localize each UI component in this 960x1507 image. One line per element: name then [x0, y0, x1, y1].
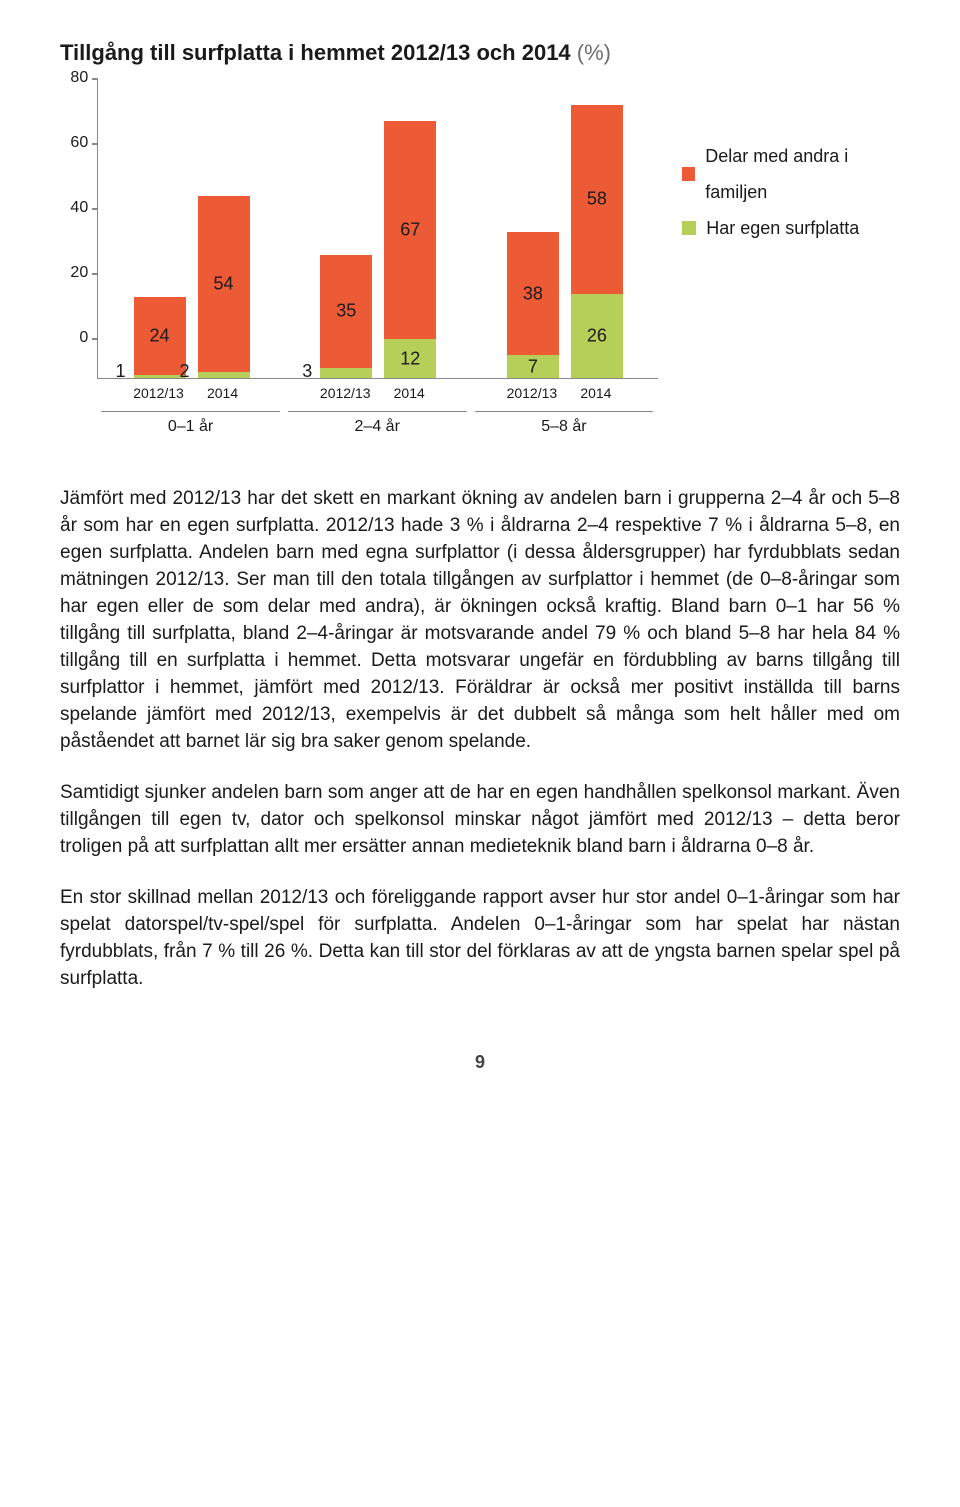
bar: 12 67 — [384, 121, 436, 378]
x-year-label: 2012/13 — [319, 385, 371, 401]
chart: 020406080 12425433512677382658 2012/1320… — [60, 78, 900, 436]
bar-segment-shared: 24 — [134, 297, 186, 375]
paragraph: Samtidigt sjunker andelen barn som anger… — [60, 780, 900, 861]
bar-value-label: 26 — [587, 325, 607, 346]
chart-legend: Delar med andra i familjenHar egen surfp… — [682, 138, 900, 246]
paragraph: Jämfört med 2012/13 har det skett en mar… — [60, 486, 900, 756]
bar-value-label: 3 — [302, 361, 312, 382]
bar-group: 335 12 67 — [285, 121, 472, 378]
x-group-row: 2012/13 2014 — [97, 379, 284, 401]
bar-stack: 26 58 — [571, 105, 623, 378]
bar-segment-own: 12 — [384, 339, 436, 378]
x-group-row: 2012/13 2014 — [471, 379, 658, 401]
y-tick-label: 0 — [79, 329, 88, 347]
x-group-label: 5–8 år — [475, 411, 654, 436]
bar-value-label: 7 — [528, 356, 538, 377]
bar-segment-own — [320, 368, 372, 378]
bar-segment-own — [134, 375, 186, 378]
bar-segment-shared: 54 — [198, 196, 250, 372]
y-tick-label: 80 — [70, 69, 88, 87]
bar-value-label: 2 — [180, 361, 190, 382]
page-number: 9 — [60, 1052, 900, 1073]
bar-segment-own: 26 — [571, 294, 623, 379]
bar-value-label: 24 — [150, 325, 170, 346]
bar-segment-shared: 58 — [571, 105, 623, 294]
legend-label: Delar med andra i familjen — [705, 138, 900, 210]
bar-value-label: 35 — [336, 301, 356, 322]
paragraph: En stor skillnad mellan 2012/13 och före… — [60, 885, 900, 993]
bar-value-label: 54 — [214, 273, 234, 294]
bar-stack: 12 67 — [384, 121, 436, 378]
chart-title-sub: (%) — [571, 40, 611, 65]
bar: 124 — [134, 297, 186, 378]
bar-value-label: 58 — [587, 189, 607, 210]
bar-segment-own: 7 — [507, 355, 559, 378]
bar-segment-shared: 38 — [507, 232, 559, 356]
legend-item: Har egen surfplatta — [682, 210, 900, 246]
bar-value-label: 67 — [400, 220, 420, 241]
bar-group: 7 38 26 58 — [472, 105, 659, 378]
y-axis: 020406080 — [58, 78, 94, 338]
bar-stack: 7 38 — [507, 232, 559, 378]
y-tick-label: 40 — [70, 199, 88, 217]
bar-value-label: 1 — [116, 361, 126, 382]
y-tick-mark — [92, 78, 98, 80]
bar-stack: 124 — [134, 297, 186, 378]
chart-plot: 020406080 12425433512677382658 — [97, 78, 658, 379]
chart-title: Tillgång till surfplatta i hemmet 2012/1… — [60, 40, 900, 66]
x-group-label: 0–1 år — [101, 411, 280, 436]
x-axis-group-labels: 0–1 år 2–4 år 5–8 år — [97, 401, 657, 436]
bar-segment-own — [198, 372, 250, 379]
bar: 254 — [198, 196, 250, 378]
x-year-label: 2014 — [570, 385, 622, 401]
bar: 26 58 — [571, 105, 623, 378]
chart-bars: 124254 335 12 67 7 38 26 58 — [98, 118, 658, 378]
body-text: Jämfört med 2012/13 har det skett en mar… — [60, 486, 900, 992]
bar: 335 — [320, 255, 372, 379]
x-axis-year-labels: 2012/13 2014 2012/13 2014 2012/13 2014 — [97, 379, 657, 401]
legend-label: Har egen surfplatta — [706, 210, 859, 246]
bar-group: 124254 — [98, 196, 285, 378]
x-year-label: 2012/13 — [506, 385, 558, 401]
y-tick-label: 60 — [70, 134, 88, 152]
legend-item: Delar med andra i familjen — [682, 138, 900, 210]
x-group-row: 2012/13 2014 — [284, 379, 471, 401]
x-year-label: 2014 — [197, 385, 249, 401]
bar: 7 38 — [507, 232, 559, 378]
y-tick-label: 20 — [70, 264, 88, 282]
bar-segment-shared: 35 — [320, 255, 372, 369]
legend-swatch — [682, 167, 695, 181]
bar-stack: 254 — [198, 196, 250, 378]
x-year-label: 2012/13 — [133, 385, 185, 401]
bar-value-label: 38 — [523, 283, 543, 304]
x-year-label: 2014 — [383, 385, 435, 401]
chart-title-main: Tillgång till surfplatta i hemmet 2012/1… — [60, 40, 571, 65]
x-group-label: 2–4 år — [288, 411, 467, 436]
bar-segment-shared: 67 — [384, 121, 436, 339]
legend-swatch — [682, 221, 696, 235]
bar-value-label: 12 — [400, 348, 420, 369]
bar-stack: 335 — [320, 255, 372, 379]
